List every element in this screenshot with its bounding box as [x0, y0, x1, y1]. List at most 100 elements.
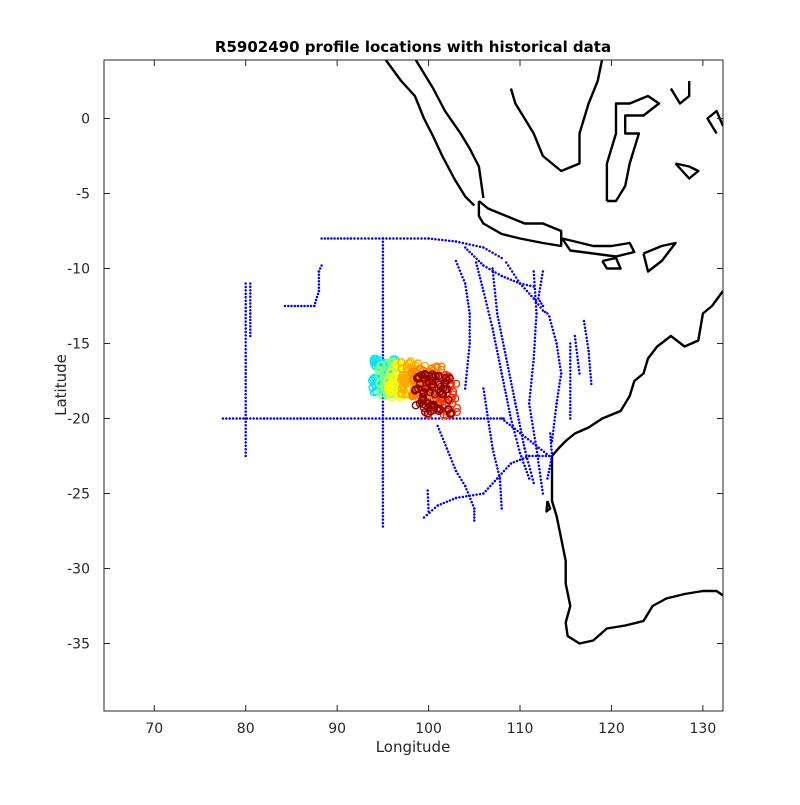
historical-point: [556, 392, 560, 395]
historical-point: [468, 315, 471, 319]
historical-point: [450, 460, 454, 463]
historical-point: [471, 493, 475, 497]
historical-point: [473, 507, 476, 510]
historical-point: [465, 369, 469, 373]
historical-point: [374, 237, 378, 240]
historical-point: [500, 417, 503, 420]
historical-point: [549, 445, 553, 448]
historical-point: [492, 274, 495, 277]
historical-point: [550, 325, 554, 328]
historical-point: [485, 407, 488, 410]
historical-point: [531, 423, 534, 426]
profile-point: [446, 409, 456, 418]
historical-point: [569, 396, 572, 400]
historical-point: [353, 417, 356, 420]
historical-point: [532, 433, 536, 436]
historical-point: [371, 417, 374, 420]
historical-point: [498, 477, 502, 480]
historical-point: [317, 273, 321, 277]
historical-point: [499, 369, 503, 372]
historical-point: [312, 417, 316, 420]
historical-point: [399, 237, 402, 240]
historical-point: [461, 275, 464, 279]
historical-point: [462, 279, 466, 282]
historical-point: [244, 351, 247, 354]
historical-point: [569, 369, 572, 373]
historical-point: [514, 276, 518, 279]
historical-point: [468, 328, 471, 332]
profile-point: [419, 389, 428, 398]
profile-point: [387, 393, 397, 402]
historical-point: [530, 381, 533, 384]
profile-point: [411, 386, 420, 395]
historical-point: [531, 371, 534, 374]
historical-point: [535, 315, 538, 319]
historical-point: [458, 475, 461, 479]
historical-point: [538, 299, 542, 303]
historical-point: [574, 341, 577, 345]
historical-point: [423, 237, 427, 240]
historical-point: [498, 474, 501, 478]
historical-point: [515, 437, 518, 441]
historical-point: [515, 281, 519, 284]
historical-point: [523, 287, 526, 290]
historical-point: [381, 243, 385, 247]
historical-point: [538, 471, 542, 474]
historical-point: [553, 335, 557, 339]
historical-point: [427, 237, 430, 240]
historical-point: [244, 341, 247, 344]
historical-point: [569, 366, 572, 369]
historical-point: [249, 334, 252, 338]
historical-point: [478, 245, 482, 249]
historical-point: [497, 356, 500, 359]
coastline: [550, 290, 723, 645]
historical-point: [497, 318, 500, 322]
historical-point: [454, 469, 458, 473]
historical-point: [487, 420, 490, 424]
profile-point: [415, 399, 425, 408]
historical-point: [517, 448, 521, 451]
historical-point: [470, 500, 473, 504]
historical-point: [490, 323, 494, 327]
historical-point: [399, 417, 402, 420]
historical-point: [482, 289, 485, 293]
historical-point: [482, 390, 486, 394]
historical-point: [482, 492, 485, 495]
historical-point: [381, 437, 385, 440]
historical-point: [526, 461, 530, 464]
historical-point: [534, 322, 538, 326]
historical-point: [537, 446, 540, 449]
historical-point: [381, 353, 385, 357]
historical-point: [447, 239, 451, 243]
historical-point: [515, 408, 519, 412]
historical-point: [409, 417, 413, 420]
historical-point: [499, 490, 502, 494]
historical-point: [319, 417, 322, 420]
historical-point: [492, 453, 496, 457]
historical-point: [499, 365, 502, 369]
profile-point: [402, 364, 411, 373]
historical-point: [489, 417, 492, 420]
historical-point: [541, 454, 544, 458]
historical-point: [587, 353, 591, 356]
historical-point: [516, 411, 519, 415]
historical-point: [293, 304, 297, 308]
historical-point: [464, 285, 467, 289]
historical-point: [583, 323, 586, 326]
historical-point: [548, 318, 552, 322]
historical-point: [569, 400, 572, 403]
historical-point: [437, 427, 441, 431]
historical-point: [323, 237, 327, 240]
historical-point: [498, 362, 502, 366]
historical-point: [495, 346, 498, 350]
historical-point: [416, 417, 420, 420]
historical-point: [381, 521, 385, 525]
historical-point: [342, 417, 346, 420]
coastline: [605, 94, 661, 203]
historical-point: [494, 271, 497, 274]
historical-point: [508, 376, 512, 380]
historical-point: [588, 369, 592, 373]
historical-point: [549, 438, 552, 442]
historical-point: [512, 273, 516, 276]
historical-point: [503, 419, 506, 422]
